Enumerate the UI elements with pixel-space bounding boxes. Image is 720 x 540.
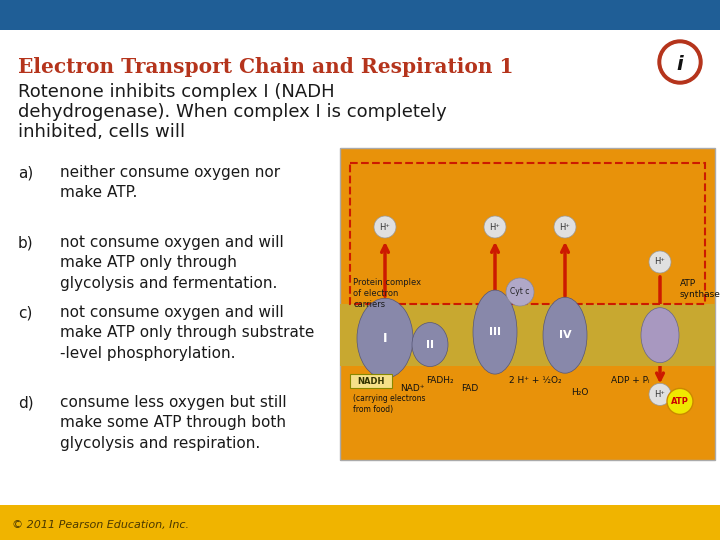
Text: ATP
synthase: ATP synthase [680, 279, 720, 299]
Text: I: I [383, 332, 387, 345]
Ellipse shape [357, 298, 413, 379]
Circle shape [667, 388, 693, 414]
Text: i: i [677, 55, 683, 73]
Bar [0, 0, 720, 30]
Text: Electron Transport Chain and Respiration 1: Electron Transport Chain and Respiration… [18, 57, 513, 77]
Text: d): d) [18, 395, 34, 410]
Ellipse shape [543, 297, 587, 373]
Text: III: III [489, 327, 501, 337]
Text: H⁺: H⁺ [559, 222, 570, 232]
Text: IV: IV [559, 330, 571, 340]
Text: H⁺: H⁺ [654, 390, 665, 399]
Ellipse shape [641, 308, 679, 363]
Text: © 2011 Pearson Education, Inc.: © 2011 Pearson Education, Inc. [12, 520, 189, 530]
Circle shape [649, 383, 671, 406]
Text: FADH₂: FADH₂ [426, 376, 454, 386]
Text: H₂O: H₂O [571, 388, 589, 397]
Text: ADP + Pᵢ: ADP + Pᵢ [611, 376, 649, 386]
Text: consume less oxygen but still
make some ATP through both
glycolysis and respirat: consume less oxygen but still make some … [60, 395, 287, 451]
Circle shape [374, 216, 396, 238]
Ellipse shape [473, 290, 517, 374]
Text: H⁺: H⁺ [490, 222, 500, 232]
Text: Cyt c: Cyt c [510, 287, 530, 296]
Text: a): a) [18, 165, 33, 180]
Text: NADH: NADH [357, 377, 384, 386]
Text: neither consume oxygen nor
make ATP.: neither consume oxygen nor make ATP. [60, 165, 280, 200]
Text: NAD⁺: NAD⁺ [400, 384, 424, 394]
Circle shape [662, 44, 698, 80]
Bar [340, 304, 715, 367]
Text: c): c) [18, 305, 32, 320]
Text: dehydrogenase). When complex I is completely: dehydrogenase). When complex I is comple… [18, 103, 446, 121]
Bar [340, 148, 715, 460]
Text: Rotenone inhibits complex I (NADH: Rotenone inhibits complex I (NADH [18, 83, 335, 101]
Bar [0, 505, 720, 540]
Bar [350, 163, 705, 304]
Text: H⁺: H⁺ [379, 222, 390, 232]
Text: II: II [426, 340, 434, 349]
Text: ATP: ATP [671, 397, 689, 406]
Text: not consume oxygen and will
make ATP only through
glycolysis and fermentation.: not consume oxygen and will make ATP onl… [60, 235, 284, 291]
Text: 2 H⁺ + ½O₂: 2 H⁺ + ½O₂ [509, 376, 562, 386]
Text: inhibited, cells will: inhibited, cells will [18, 123, 185, 141]
Text: Protein complex
of electron
carriers: Protein complex of electron carriers [353, 278, 421, 309]
Circle shape [554, 216, 576, 238]
Circle shape [484, 216, 506, 238]
Text: (carrying electrons
from food): (carrying electrons from food) [353, 394, 426, 414]
Ellipse shape [412, 322, 448, 367]
Text: not consume oxygen and will
make ATP only through substrate
-level phosphorylati: not consume oxygen and will make ATP onl… [60, 305, 315, 361]
Bar [350, 374, 392, 388]
Text: H⁺: H⁺ [654, 258, 665, 267]
Text: FAD: FAD [462, 384, 479, 394]
Circle shape [649, 251, 671, 273]
Circle shape [506, 278, 534, 306]
Text: b): b) [18, 235, 34, 250]
Circle shape [658, 40, 702, 84]
